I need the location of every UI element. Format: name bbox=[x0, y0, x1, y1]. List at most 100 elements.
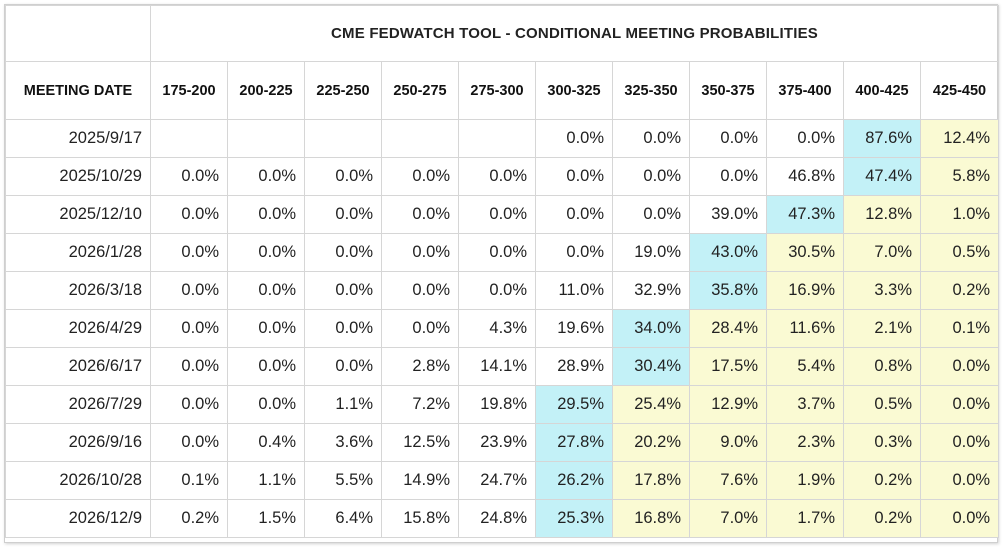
probability-cell: 12.5% bbox=[381, 423, 459, 462]
probability-cell: 46.8% bbox=[766, 157, 844, 196]
meeting-date-cell: 2026/6/17 bbox=[5, 347, 151, 386]
probability-cell: 0.3% bbox=[843, 423, 921, 462]
corner-cell bbox=[5, 5, 151, 62]
probability-cell: 16.9% bbox=[766, 271, 844, 310]
probability-cell: 15.8% bbox=[381, 499, 459, 538]
probability-cell: 0.0% bbox=[227, 233, 305, 272]
meeting-date-cell: 2026/10/28 bbox=[5, 461, 151, 500]
rate-range-header: 225-250 bbox=[304, 61, 382, 120]
probability-cell: 0.2% bbox=[919, 271, 1000, 310]
rate-range-header: 325-350 bbox=[612, 61, 690, 120]
meeting-date-cell: 2026/9/16 bbox=[5, 423, 151, 462]
probability-cell: 0.0% bbox=[919, 347, 1000, 386]
probability-cell: 0.0% bbox=[227, 309, 305, 348]
probability-cell bbox=[227, 119, 305, 158]
probability-cell: 0.0% bbox=[227, 347, 305, 386]
probability-cell bbox=[304, 119, 382, 158]
probability-cell: 0.0% bbox=[150, 195, 228, 234]
probability-cell: 0.0% bbox=[458, 233, 536, 272]
table-title: CME FEDWATCH TOOL - CONDITIONAL MEETING … bbox=[149, 5, 1000, 62]
probability-cell: 35.8% bbox=[689, 271, 767, 310]
probability-cell: 0.0% bbox=[150, 233, 228, 272]
table-row: 2025/9/17 0.0% 0.0% 0.0% 0.0% 87.6% 12.4% bbox=[5, 119, 1000, 158]
table-row: 2026/7/29 0.0% 0.0% 1.1% 7.2% 19.8% 29.5% 25.4%… bbox=[5, 385, 1000, 424]
probability-cell: 1.7% bbox=[766, 499, 844, 538]
probability-cell: 0.0% bbox=[535, 119, 613, 158]
probability-cell: 30.5% bbox=[766, 233, 844, 272]
probability-cell: 27.8% bbox=[535, 423, 613, 462]
rate-range-header: 175-200 bbox=[150, 61, 228, 120]
probability-cell: 47.3% bbox=[766, 195, 844, 234]
probability-cell: 28.9% bbox=[535, 347, 613, 386]
probability-cell: 0.0% bbox=[304, 271, 382, 310]
probability-cell: 5.5% bbox=[304, 461, 382, 500]
probability-cell: 1.9% bbox=[766, 461, 844, 500]
probability-cell: 2.1% bbox=[843, 309, 921, 348]
probability-cell: 0.0% bbox=[535, 157, 613, 196]
probability-cell: 25.3% bbox=[535, 499, 613, 538]
probability-cell: 0.0% bbox=[150, 385, 228, 424]
probability-cell: 0.0% bbox=[381, 157, 459, 196]
table-row: 2026/4/29 0.0% 0.0% 0.0% 0.0% 4.3% 19.6% 34.0% 2… bbox=[5, 309, 1000, 348]
probability-cell: 0.5% bbox=[843, 385, 921, 424]
probability-cell: 3.3% bbox=[843, 271, 921, 310]
probability-cell: 26.2% bbox=[535, 461, 613, 500]
probability-cell: 1.1% bbox=[227, 461, 305, 500]
probability-cell: 0.0% bbox=[612, 157, 690, 196]
probability-cell: 11.0% bbox=[535, 271, 613, 310]
probability-cell: 12.8% bbox=[843, 195, 921, 234]
probability-cell: 28.4% bbox=[689, 309, 767, 348]
probability-cell bbox=[458, 119, 536, 158]
table-row: 2025/12/10 0.0% 0.0% 0.0% 0.0% 0.0% 0.0% 0.0% 39… bbox=[5, 195, 1000, 234]
probability-cell: 5.8% bbox=[919, 157, 1000, 196]
rate-range-header: 275-300 bbox=[458, 61, 536, 120]
probability-cell: 3.6% bbox=[304, 423, 382, 462]
probability-cell: 19.8% bbox=[458, 385, 536, 424]
rate-range-header: 350-375 bbox=[689, 61, 767, 120]
probability-cell: 7.6% bbox=[689, 461, 767, 500]
probability-cell: 14.1% bbox=[458, 347, 536, 386]
table-row: 2026/6/17 0.0% 0.0% 0.0% 2.8% 14.1% 28.9% 30.4%… bbox=[5, 347, 1000, 386]
probability-cell: 0.0% bbox=[227, 195, 305, 234]
probability-cell: 19.6% bbox=[535, 309, 613, 348]
probability-cell: 0.0% bbox=[919, 385, 1000, 424]
probability-cell: 0.0% bbox=[689, 119, 767, 158]
probability-cell: 0.2% bbox=[843, 461, 921, 500]
probability-table: CME FEDWATCH TOOL - CONDITIONAL MEETING … bbox=[5, 5, 1000, 538]
probability-cell: 5.4% bbox=[766, 347, 844, 386]
rate-range-header: 300-325 bbox=[535, 61, 613, 120]
probability-cell: 0.0% bbox=[227, 271, 305, 310]
probability-cell: 34.0% bbox=[612, 309, 690, 348]
probability-cell: 0.0% bbox=[150, 309, 228, 348]
probability-cell: 0.0% bbox=[535, 233, 613, 272]
probability-cell: 0.0% bbox=[304, 157, 382, 196]
probability-cell: 0.0% bbox=[381, 309, 459, 348]
table-row: 2025/10/29 0.0% 0.0% 0.0% 0.0% 0.0% 0.0% 0.0% 0.… bbox=[5, 157, 1000, 196]
probability-cell: 0.0% bbox=[304, 195, 382, 234]
probability-cell: 0.0% bbox=[150, 157, 228, 196]
probability-cell: 25.4% bbox=[612, 385, 690, 424]
probability-cell: 14.9% bbox=[381, 461, 459, 500]
meeting-date-cell: 2025/9/17 bbox=[5, 119, 151, 158]
probability-cell: 0.0% bbox=[919, 423, 1000, 462]
probability-cell: 24.8% bbox=[458, 499, 536, 538]
probability-cell: 0.0% bbox=[458, 157, 536, 196]
meeting-date-cell: 2026/3/18 bbox=[5, 271, 151, 310]
probability-cell: 0.1% bbox=[919, 309, 1000, 348]
probability-cell: 0.0% bbox=[458, 195, 536, 234]
rate-range-header: 400-425 bbox=[843, 61, 921, 120]
probability-cell: 2.8% bbox=[381, 347, 459, 386]
probability-cell: 0.2% bbox=[843, 499, 921, 538]
probability-cell: 47.4% bbox=[843, 157, 921, 196]
probability-cell: 0.0% bbox=[381, 271, 459, 310]
meeting-date-cell: 2026/7/29 bbox=[5, 385, 151, 424]
rate-range-header: 250-275 bbox=[381, 61, 459, 120]
probability-cell: 0.0% bbox=[381, 195, 459, 234]
table-row: 2026/12/9 0.2% 1.5% 6.4% 15.8% 24.8% 25.3% 16.8… bbox=[5, 499, 1000, 538]
probability-cell: 0.0% bbox=[227, 385, 305, 424]
probability-cell: 29.5% bbox=[535, 385, 613, 424]
probability-cell: 0.1% bbox=[150, 461, 228, 500]
probability-cell: 0.0% bbox=[150, 271, 228, 310]
probability-cell: 0.0% bbox=[304, 347, 382, 386]
probability-cell: 4.3% bbox=[458, 309, 536, 348]
